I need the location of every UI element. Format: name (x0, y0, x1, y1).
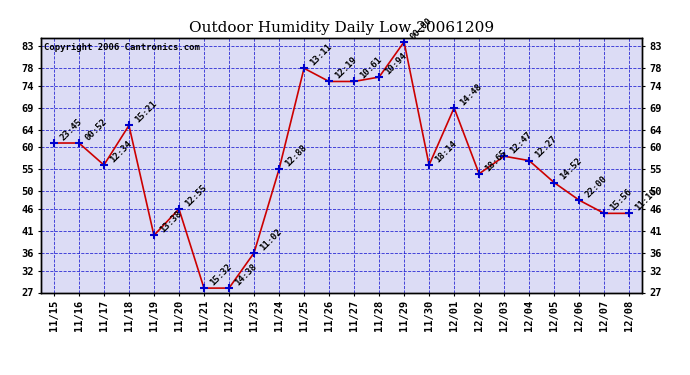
Text: 12:55: 12:55 (183, 183, 208, 208)
Text: 13:38: 13:38 (158, 209, 184, 235)
Text: 00:00: 00:00 (408, 16, 433, 41)
Text: 10:61: 10:61 (358, 56, 384, 81)
Text: 18:14: 18:14 (433, 139, 459, 164)
Text: 14:48: 14:48 (458, 82, 484, 107)
Text: 14:38: 14:38 (233, 262, 259, 287)
Text: 12:19: 12:19 (333, 56, 359, 81)
Text: 10:94: 10:94 (383, 51, 408, 76)
Text: 14:52: 14:52 (558, 156, 584, 182)
Text: 18:65: 18:65 (483, 148, 509, 173)
Title: Outdoor Humidity Daily Low 20061209: Outdoor Humidity Daily Low 20061209 (189, 21, 494, 35)
Text: 11:10: 11:10 (633, 187, 659, 213)
Text: 15:21: 15:21 (133, 99, 159, 124)
Text: Copyright 2006 Cantronics.com: Copyright 2006 Cantronics.com (44, 43, 200, 52)
Text: 12:27: 12:27 (533, 135, 559, 160)
Text: 00:52: 00:52 (83, 117, 108, 142)
Text: 15:56: 15:56 (609, 187, 633, 213)
Text: 12:47: 12:47 (509, 130, 533, 155)
Text: 23:45: 23:45 (58, 117, 83, 142)
Text: 13:11: 13:11 (308, 42, 333, 68)
Text: 12:34: 12:34 (108, 139, 133, 164)
Text: 22:00: 22:00 (583, 174, 609, 200)
Text: 11:02: 11:02 (258, 227, 284, 252)
Text: 15:32: 15:32 (208, 262, 233, 287)
Text: 12:88: 12:88 (283, 143, 308, 169)
